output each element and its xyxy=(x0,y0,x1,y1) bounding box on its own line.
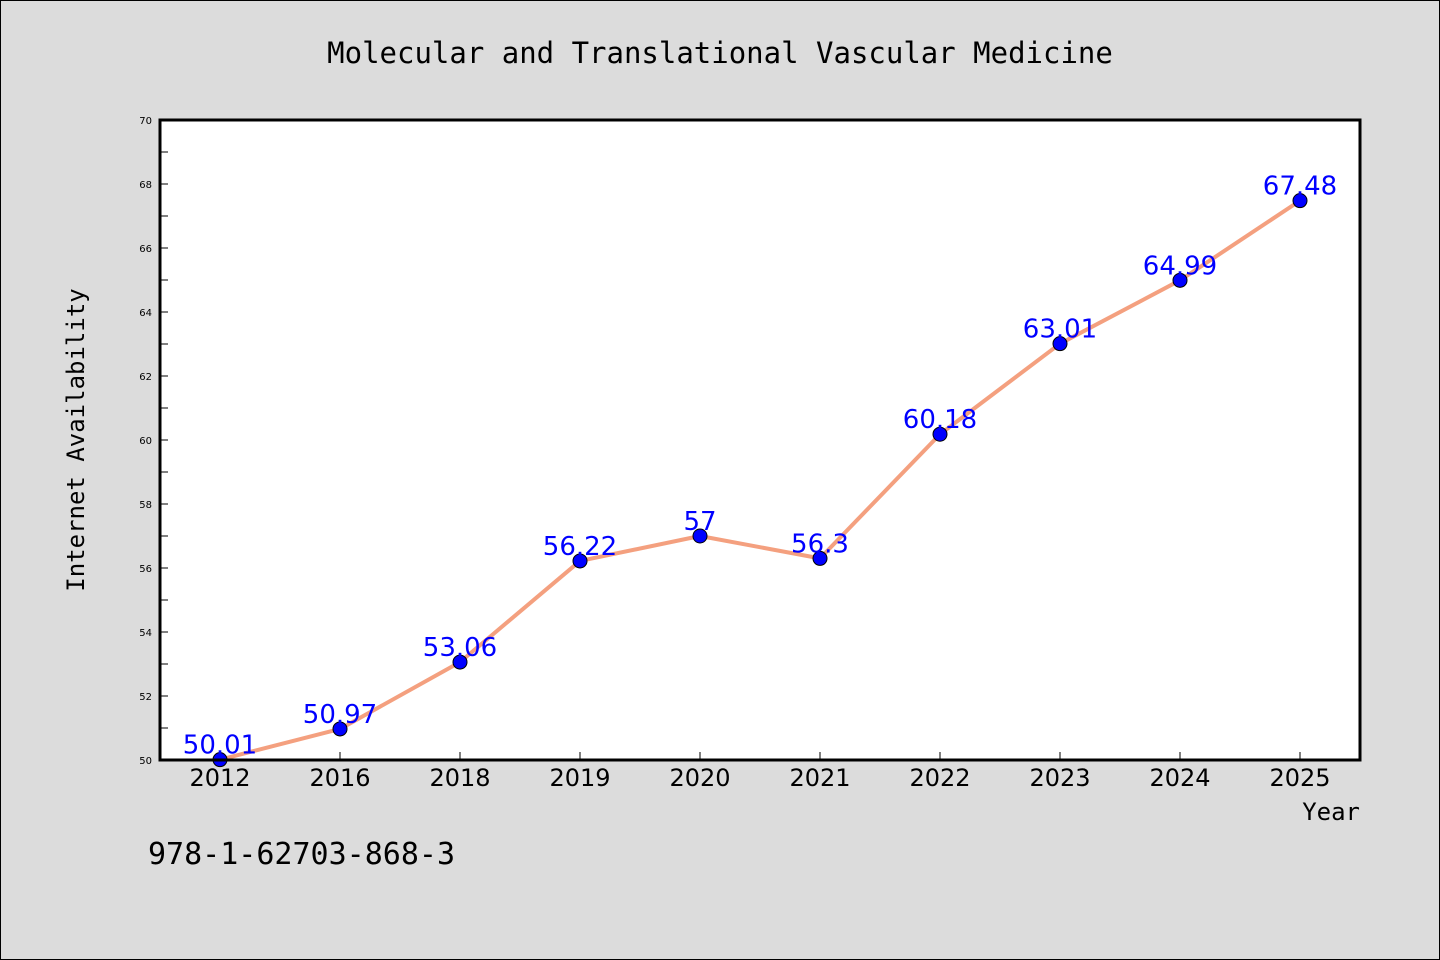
x-tick-label: 2019 xyxy=(549,764,610,792)
data-label: 60.18 xyxy=(903,405,977,435)
y-tick-label: 56 xyxy=(139,564,152,575)
isbn-footer: 978-1-62703-868-3 xyxy=(148,837,455,872)
data-point xyxy=(572,553,588,569)
series-line xyxy=(218,198,1302,762)
y-tick-label: 64 xyxy=(139,308,152,319)
data-label: 56.3 xyxy=(791,529,849,559)
y-tick-label: 68 xyxy=(139,180,152,191)
data-point xyxy=(452,654,468,670)
x-axis-label: Year xyxy=(1302,798,1360,826)
data-label: 50.97 xyxy=(303,700,377,730)
data-point xyxy=(1292,193,1308,209)
y-axis-label: Internet Availability xyxy=(62,288,90,591)
x-tick-label: 2024 xyxy=(1149,764,1210,792)
x-tick-label: 2025 xyxy=(1269,764,1330,792)
y-tick-label: 52 xyxy=(139,692,152,703)
y-axis: 50 52 54 56 58 60 62 64 66 68 70 xyxy=(139,116,168,767)
x-tick-label: 2018 xyxy=(429,764,490,792)
x-axis: 2012 2016 2018 2019 2020 2021 2022 2023 2024 2025 xyxy=(189,752,1331,792)
x-tick-label: 2016 xyxy=(309,764,370,792)
data-point xyxy=(1172,272,1188,288)
y-tick-label: 60 xyxy=(139,436,152,447)
x-tick-label: 2021 xyxy=(789,764,850,792)
x-tick-label: 2020 xyxy=(669,764,730,792)
chart-title: Molecular and Translational Vascular Med… xyxy=(327,36,1113,70)
data-point xyxy=(932,426,948,442)
plot-frame xyxy=(158,118,1362,762)
data-label: 64.99 xyxy=(1143,251,1217,281)
data-point xyxy=(1052,336,1068,352)
x-tick-label: 2023 xyxy=(1029,764,1090,792)
y-tick-label: 54 xyxy=(139,628,152,639)
data-label: 50.01 xyxy=(183,731,257,761)
data-label: 67.48 xyxy=(1263,172,1337,202)
y-tick-label: 70 xyxy=(139,116,152,127)
x-tick-label: 2022 xyxy=(909,764,970,792)
data-label: 53.06 xyxy=(423,633,497,663)
data-label: 56.22 xyxy=(543,532,617,562)
data-label: 63.01 xyxy=(1023,315,1097,345)
y-tick-label: 62 xyxy=(139,372,152,383)
y-tick-label: 58 xyxy=(139,500,152,511)
y-tick-label: 50 xyxy=(139,756,152,767)
data-labels: 50.01 50.97 53.06 56.22 57 56.3 60.18 63.01 64.9… xyxy=(183,172,1337,761)
data-point xyxy=(332,721,348,737)
x-tick-label: 2012 xyxy=(189,764,250,792)
data-point xyxy=(692,528,708,544)
data-point xyxy=(812,550,828,566)
y-tick-label: 66 xyxy=(139,244,152,255)
plot-area xyxy=(160,120,1360,760)
data-label: 57 xyxy=(683,507,716,537)
